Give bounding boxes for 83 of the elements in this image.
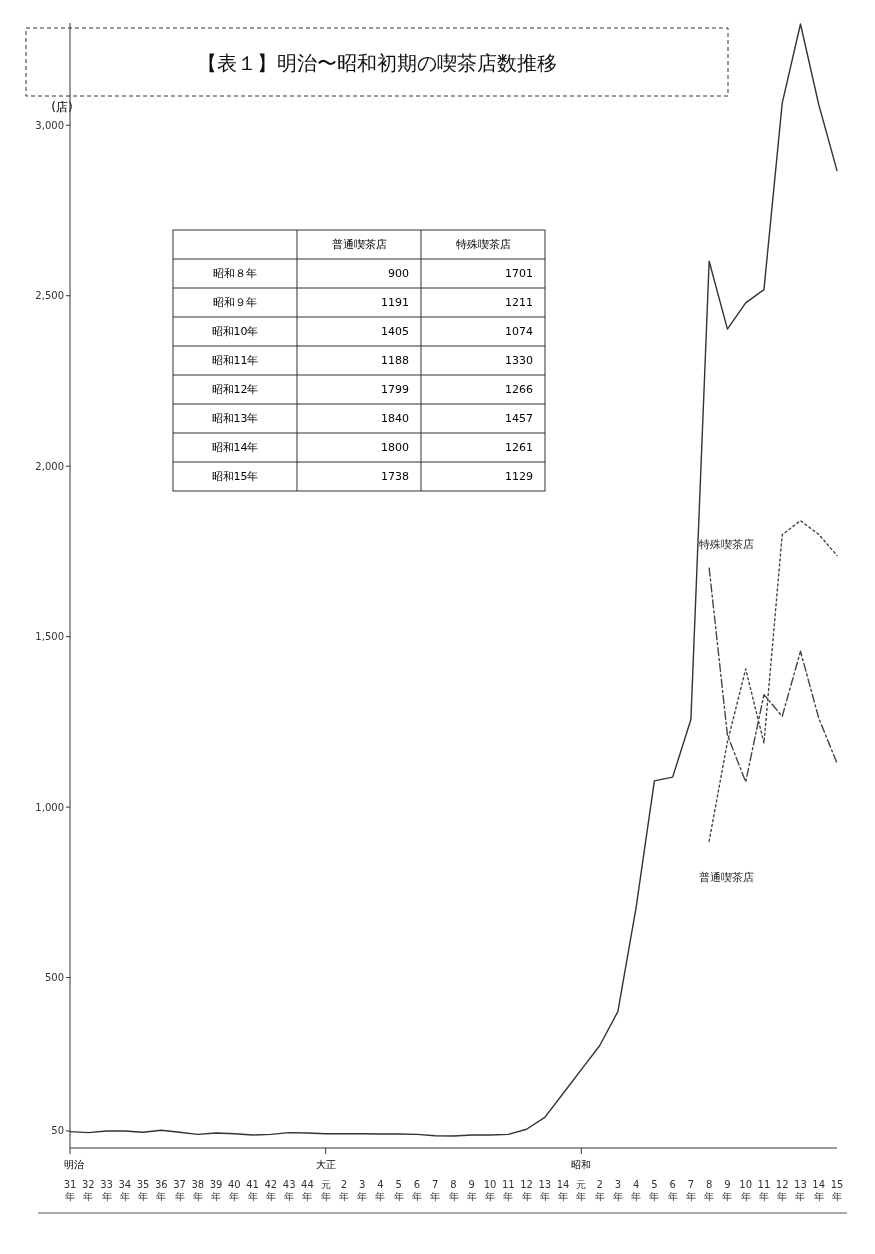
x-tick-label: 11年 [757, 1179, 771, 1202]
x-tick-label: 4年 [631, 1179, 642, 1202]
data-label: 1074 [505, 325, 533, 339]
data-label: 1840 [381, 412, 409, 426]
x-tick-label: 8年 [704, 1179, 715, 1202]
category-label: 昭和14年 [211, 441, 259, 455]
x-tick-label: 10年 [739, 1179, 753, 1202]
data-label: 1261 [505, 441, 533, 455]
category-label: 昭和10年 [211, 325, 259, 339]
data-label: 1701 [505, 267, 533, 281]
series-label: 特殊喫茶店 [699, 538, 755, 552]
x-tick-label: 41年 [246, 1179, 259, 1202]
data-label: 1405 [381, 325, 409, 339]
data-label: 1266 [505, 383, 533, 397]
y-tick-label: 500 [44, 972, 64, 984]
text: 普通喫茶店 [699, 871, 755, 885]
x-tick-label: 14年 [556, 1179, 570, 1202]
x-tick-label: 31年 [63, 1179, 77, 1202]
data-label: 1330 [505, 354, 533, 368]
y-tick-label: 1,000 [35, 801, 64, 813]
data-label: 1129 [505, 470, 533, 484]
x-tick-label: 14年 [812, 1179, 826, 1202]
x-tick-label: 43年 [282, 1179, 296, 1202]
x-tick-label: 3年 [612, 1179, 623, 1202]
y-tick-label: 50 [51, 1125, 64, 1137]
x-tick-label: 4年 [375, 1179, 386, 1202]
x-tick-label: 35年 [136, 1179, 150, 1202]
x-tick-label: 11年 [501, 1179, 515, 1202]
text: 特殊喫茶店 [455, 238, 511, 252]
x-tick-label: 13年 [538, 1179, 552, 1202]
x-tick-label: 7年 [685, 1179, 696, 1202]
text: 昭和 [571, 1159, 592, 1170]
y-tick-label: 3,000 [35, 119, 64, 131]
x-tick-label: 15年 [830, 1179, 844, 1202]
x-tick-label: 元年 [576, 1179, 587, 1202]
data-label: 900 [388, 267, 409, 281]
data-label: 1211 [505, 296, 533, 310]
x-tick-label: 39年 [209, 1179, 223, 1202]
x-tick-label: 9年 [722, 1179, 733, 1202]
x-tick-label: 5年 [649, 1179, 660, 1202]
x-tick-label: 12年 [775, 1179, 789, 1202]
category-label: 昭和８年 [213, 267, 257, 281]
x-tick-label: 34年 [118, 1179, 132, 1202]
x-tick-label: 13年 [794, 1179, 807, 1202]
x-tick-label: 6年 [667, 1179, 678, 1202]
x-tick-label: 42年 [264, 1179, 278, 1202]
x-tick-label: 7年 [430, 1179, 441, 1202]
data-label: 1799 [381, 383, 409, 397]
x-tick-label: 33年 [100, 1179, 113, 1202]
x-tick-label: 6年 [411, 1179, 422, 1202]
category-label: 昭和11年 [211, 354, 259, 368]
text: 明治 [64, 1159, 84, 1170]
data-label: 1188 [381, 354, 409, 368]
x-tick-label: 12年 [520, 1179, 533, 1202]
x-tick-label: 44年 [301, 1179, 314, 1202]
x-tick-label: 2年 [338, 1179, 349, 1202]
text: 【表１】明治〜昭和初期の喫茶店数推移 [197, 51, 557, 75]
y-tick-label: 2,000 [35, 460, 64, 472]
x-tick-label: 38年 [191, 1179, 205, 1202]
x-tick-label: 5年 [393, 1179, 404, 1202]
x-tick-label: 40年 [227, 1179, 241, 1202]
x-tick-label: 37年 [173, 1179, 186, 1202]
x-tick-label: 2年 [594, 1179, 605, 1202]
x-tick-label: 8年 [448, 1179, 459, 1202]
text: 大正 [315, 1159, 336, 1170]
data-label: 1738 [381, 470, 409, 484]
data-label: 1800 [381, 441, 409, 455]
y-axis-title: (店) [51, 100, 73, 115]
category-label: 昭和12年 [211, 383, 259, 397]
text: 普通喫茶店 [331, 238, 387, 252]
y-tick-label: 1,500 [35, 631, 64, 643]
category-label: 昭和15年 [211, 470, 259, 484]
x-tick-label: 9年 [466, 1179, 477, 1202]
x-tick-label: 32年 [81, 1179, 95, 1202]
category-label: 昭和９年 [213, 296, 257, 310]
data-label: 1191 [381, 296, 409, 310]
x-tick-label: 10年 [483, 1179, 497, 1202]
x-tick-label: 3年 [357, 1179, 368, 1202]
data-label: 1457 [505, 412, 533, 426]
x-tick-label: 元年 [320, 1179, 331, 1202]
category-label: 昭和13年 [211, 412, 259, 426]
y-tick-label: 2,500 [35, 290, 64, 302]
x-tick-label: 36年 [154, 1179, 168, 1202]
